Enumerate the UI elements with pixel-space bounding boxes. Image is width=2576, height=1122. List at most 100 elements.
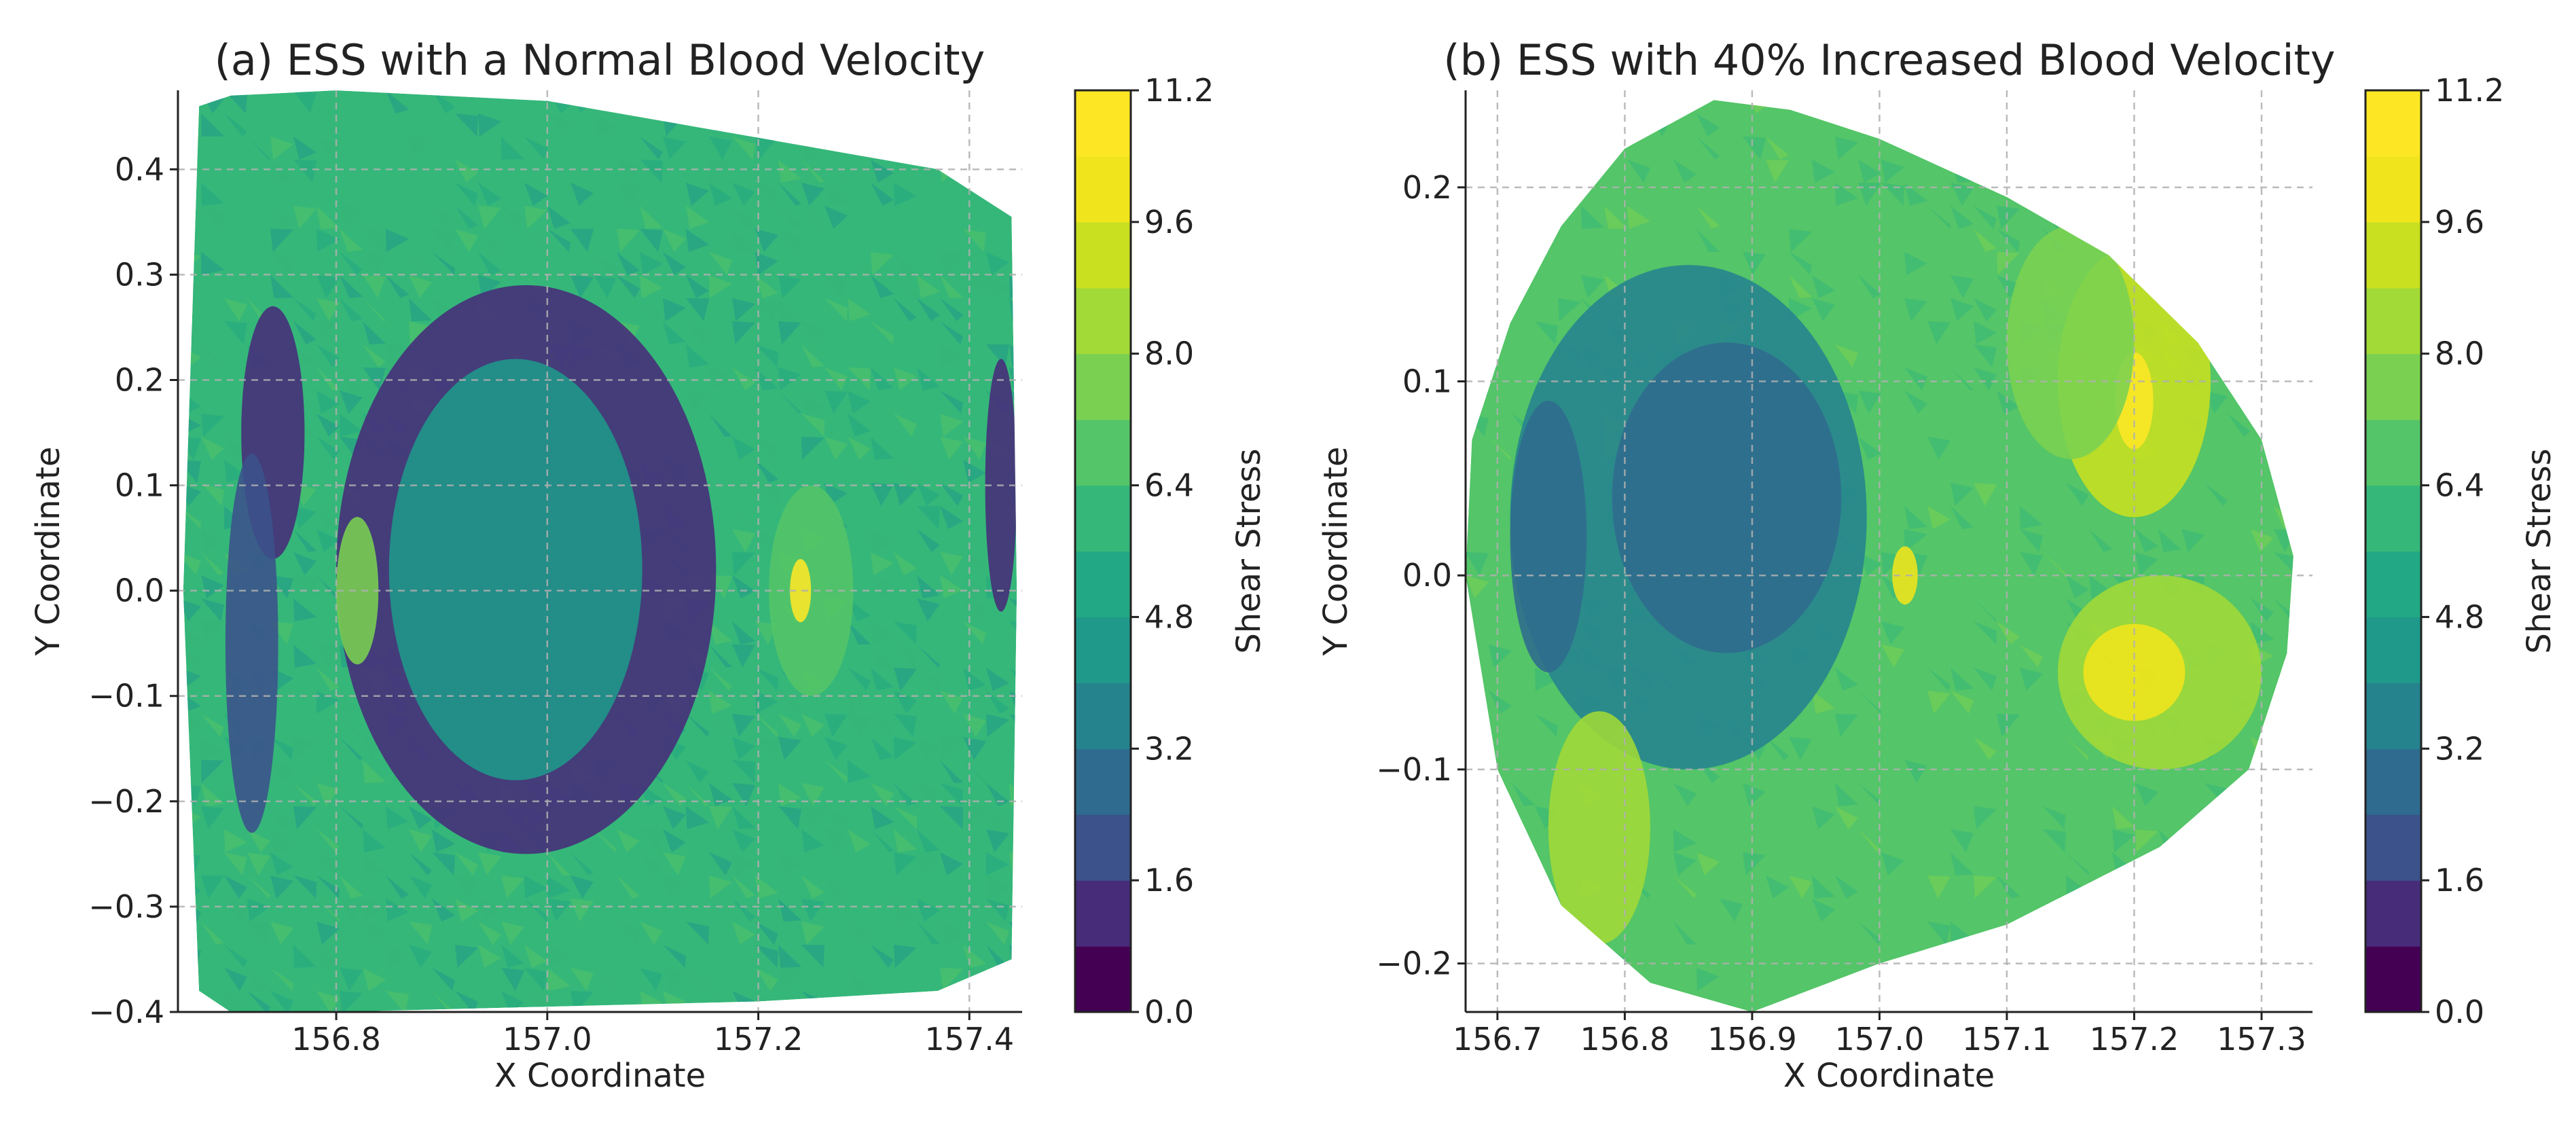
heatmap-texture-cell (1766, 137, 1789, 160)
heatmap-texture-cell (501, 991, 524, 1012)
heatmap-texture-cell (940, 113, 963, 137)
heatmap-texture-cell (2089, 991, 2112, 1012)
heatmap-texture-cell (2089, 852, 2112, 875)
heatmap-texture-cell (732, 875, 755, 899)
heatmap-texture-cell (1743, 137, 1766, 160)
heatmap-texture-cell (986, 137, 1009, 160)
heatmap-texture-cell (963, 668, 986, 691)
heatmap-texture-cell (732, 737, 755, 760)
heatmap-texture-cell (986, 183, 1009, 206)
heatmap-texture-cell (2043, 875, 2066, 899)
heatmap-texture-cell (2089, 806, 2112, 829)
heatmap-texture-cell (894, 852, 917, 875)
heatmap-texture-cell (432, 90, 455, 113)
heatmap-texture-cell (755, 922, 778, 945)
heatmap-texture-cell (1489, 252, 1512, 275)
heatmap-texture-cell (940, 275, 963, 298)
heatmap-texture-cell (2020, 945, 2043, 968)
x-tick-label: 156.8 (291, 1021, 381, 1057)
heatmap-texture-cell (201, 598, 224, 621)
heatmap-texture-cell (917, 737, 940, 760)
heatmap-texture-cell (1951, 506, 1974, 529)
heatmap-texture-cell (1466, 321, 1489, 344)
heatmap-texture-cell (986, 668, 1009, 691)
colorbar-band (2365, 880, 2421, 947)
heatmap-texture-cell (1512, 668, 1535, 691)
heatmap-texture-cell (940, 298, 963, 321)
heatmap-texture-cell (316, 991, 340, 1012)
heatmap-texture-cell (1951, 391, 1974, 414)
heatmap-texture-cell (2297, 460, 2320, 483)
x-tick-label: 156.7 (1453, 1021, 1542, 1057)
heatmap-texture-cell (2112, 100, 2135, 113)
heatmap-texture-cell (2043, 737, 2066, 760)
heatmap-texture-cell (1512, 899, 1535, 922)
heatmap-texture-cell (871, 783, 894, 806)
heatmap-texture-cell (1697, 829, 1720, 852)
heatmap-texture-cell (848, 252, 871, 275)
heatmap-texture-cell (894, 483, 917, 506)
heatmap-texture-cell (940, 852, 963, 875)
heatmap-texture-cell (1466, 922, 1489, 945)
heatmap-texture-cell (732, 645, 755, 668)
heatmap-texture-cell (2274, 460, 2293, 483)
heatmap-texture-cell (293, 344, 316, 367)
heatmap-texture-cell (917, 298, 940, 321)
heatmap-texture-cell (1720, 852, 1743, 875)
heatmap-texture-cell (201, 344, 224, 367)
heatmap-texture-cell (801, 875, 824, 899)
heatmap-texture-cell (824, 206, 848, 229)
heatmap-texture-cell (1881, 460, 1904, 483)
heatmap-texture-cell (871, 321, 894, 344)
colorbar-band (2365, 221, 2421, 289)
heatmap-texture-cell (270, 206, 293, 229)
heatmap-texture-cell (1009, 90, 1017, 113)
heatmap-texture-cell (2043, 714, 2066, 737)
heatmap-texture-cell (2181, 183, 2205, 206)
colorbar-tick-label: 1.6 (2435, 862, 2484, 899)
heatmap-texture-cell (848, 391, 871, 414)
heatmap-texture-cell (594, 252, 617, 275)
heatmap-texture-cell (224, 321, 247, 344)
heatmap-texture-cell (1858, 391, 1881, 414)
heatmap-texture-cell (1789, 252, 1812, 275)
heatmap-texture-cell (778, 945, 801, 968)
heatmap-texture-cell (801, 829, 824, 852)
heatmap-texture-cell (2158, 852, 2181, 875)
heatmap-texture-cell (1858, 714, 1881, 737)
heatmap-texture-cell (1581, 275, 1604, 298)
heatmap-texture-cell (340, 691, 363, 714)
heatmap-texture-cell (386, 875, 409, 899)
heatmap-texture-cell (1766, 160, 1789, 183)
heatmap-texture-cell (1720, 229, 1743, 252)
heatmap-texture-cell (201, 437, 224, 460)
heatmap-texture-cell (732, 229, 755, 252)
heatmap-texture-cell (1697, 806, 1720, 829)
heatmap-texture-cell (201, 483, 224, 506)
heatmap-texture-cell (640, 922, 663, 945)
heatmap-texture-cell (940, 783, 963, 806)
colorbar-band (1075, 485, 1131, 552)
heatmap-texture-cell (2066, 737, 2089, 760)
heatmap-texture-cell (824, 367, 848, 391)
heatmap-texture-cell (709, 621, 732, 645)
heatmap-texture-cell (1858, 183, 1881, 206)
x-tick-label: 157.1 (1962, 1021, 2052, 1057)
heatmap-texture-cell (1997, 668, 2020, 691)
heatmap-texture-cell (848, 598, 871, 621)
heatmap-texture-cell (2181, 529, 2205, 552)
heatmap-texture-cell (848, 621, 871, 645)
heatmap-texture-cell (1904, 506, 1927, 529)
heatmap-texture-cell (1974, 668, 1997, 691)
heatmap-texture-cell (316, 829, 340, 852)
heatmap-texture-cell (247, 829, 270, 852)
heatmap-texture-cell (1558, 137, 1581, 160)
heatmap-texture-cell (1997, 852, 2020, 875)
heatmap-texture-cell (824, 875, 848, 899)
heatmap-texture-cell (1927, 391, 1951, 414)
heatmap-texture-cell (2181, 206, 2205, 229)
heatmap-texture-cell (986, 714, 1009, 737)
heatmap-texture-cell (1627, 113, 1650, 137)
heatmap-texture-cell (2158, 922, 2181, 945)
heatmap-texture-cell (1466, 206, 1489, 229)
